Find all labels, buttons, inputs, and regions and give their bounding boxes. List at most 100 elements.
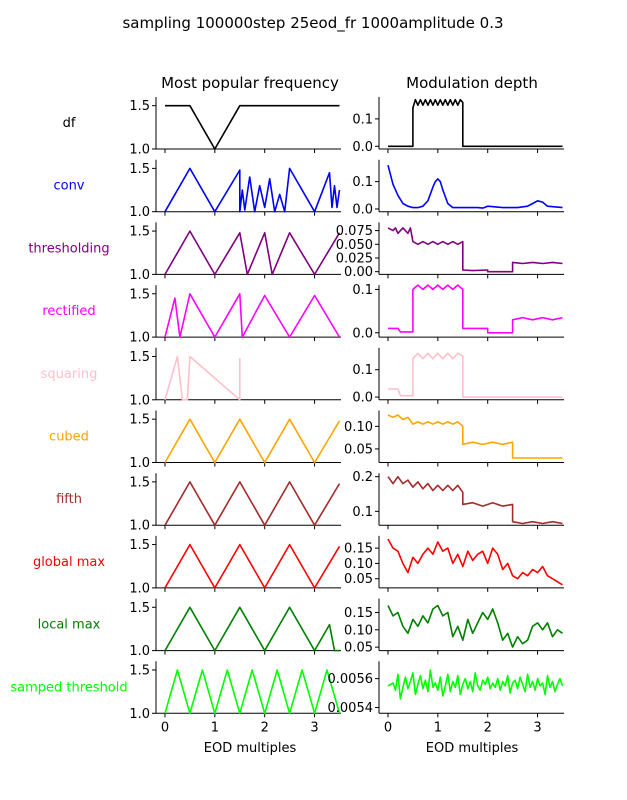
series-line	[164, 167, 341, 213]
y-tick-label: 0.2	[352, 470, 373, 485]
panel: 1.0 1.5	[129, 535, 341, 596]
x-tick-label: 1	[434, 720, 442, 735]
x-tick-label: 0	[384, 720, 392, 735]
y-tick-label: 1.5	[129, 225, 150, 240]
row-label: squaring	[41, 367, 98, 382]
panel: 0.0 0.1	[352, 159, 564, 217]
series-line	[164, 418, 341, 464]
y-tick-label: 0.05	[344, 442, 373, 457]
x-tick-label: 0	[161, 720, 169, 735]
series-line	[165, 104, 340, 150]
column-title-modulation: Modulation depth	[406, 74, 538, 92]
series-line	[387, 414, 563, 459]
y-tick-label: 1.0	[129, 268, 150, 283]
panel: 1.0 1.5 0 1 2 3	[129, 661, 341, 735]
y-tick-label: 1.0	[129, 581, 150, 596]
figure-suptitle: sampling 100000step 25eod_fr 1000amplitu…	[122, 14, 503, 33]
y-tick-label: 0.0	[352, 391, 373, 406]
panel: 0.0 0.1	[352, 283, 564, 341]
y-tick-label: 0.025	[336, 251, 373, 266]
series-line	[164, 543, 341, 589]
series-line	[387, 227, 563, 273]
y-tick-label: 1.5	[129, 413, 150, 428]
panel: 1.0 1.5	[129, 473, 341, 534]
x-tick-label: 3	[310, 720, 318, 735]
row-label: samped threshold	[10, 680, 127, 695]
y-tick-label: 0.050	[336, 238, 373, 253]
y-tick-label: 1.5	[129, 663, 150, 678]
y-tick-label: 0.00	[344, 265, 373, 280]
x-tick-label: 1	[211, 720, 219, 735]
panel: 1.0 1.5	[129, 222, 341, 283]
y-tick-label: 0.1	[352, 175, 373, 190]
y-tick-label: 0.1	[352, 283, 373, 298]
panel: 0.0 0.1	[352, 347, 564, 406]
y-tick-label: 1.5	[129, 99, 150, 114]
x-axis-label-modulation: EOD multiples	[426, 741, 519, 756]
series-line	[388, 98, 563, 148]
y-tick-label: 0.0	[352, 202, 373, 217]
y-tick-label: 1.5	[129, 162, 150, 177]
row-label: rectified	[42, 304, 95, 319]
y-tick-label: 1.5	[129, 538, 150, 553]
x-tick-label: 2	[484, 720, 492, 735]
series-line	[164, 481, 341, 527]
row-label: conv	[53, 179, 84, 194]
subplot-grid: df 1.0 1.5 0.0 0.1 conv 1.0 1.5 0.0 0.1 thresholdi…	[10, 97, 564, 735]
y-tick-label: 0.10	[344, 420, 373, 435]
row-label: global max	[33, 555, 105, 570]
panel: 1.0 1.5	[129, 97, 341, 158]
series-line	[164, 606, 340, 652]
series-line	[164, 669, 341, 715]
y-tick-label: 1.0	[129, 707, 150, 722]
row-label: fifth	[56, 492, 82, 507]
y-tick-label: 1.5	[129, 475, 150, 490]
y-tick-label: 1.0	[129, 143, 150, 158]
y-tick-label: 0.05	[344, 572, 373, 587]
series-line	[164, 292, 341, 338]
y-tick-label: 1.0	[129, 393, 150, 408]
y-tick-label: 0.0054	[328, 701, 374, 716]
series-line	[387, 475, 563, 525]
y-tick-label: 1.5	[129, 350, 150, 365]
y-tick-label: 0.10	[344, 623, 373, 638]
panel: 0.0 0.1	[352, 97, 564, 155]
row-label: df	[63, 116, 76, 131]
panel: 1.0 1.5	[129, 347, 341, 408]
series-line	[388, 352, 563, 398]
y-tick-label: 1.0	[129, 644, 150, 659]
y-tick-label: 0.0	[352, 140, 373, 155]
panel: 1.0 1.5	[129, 410, 341, 471]
panel: 0.1 0.2	[352, 470, 564, 530]
panel: 1.0 1.5	[129, 598, 341, 659]
y-tick-label: 1.0	[129, 331, 150, 346]
y-tick-label: 0.1	[352, 112, 373, 127]
y-tick-label: 1.0	[129, 519, 150, 534]
panel: 1.0 1.5	[129, 285, 341, 346]
series-line	[387, 538, 563, 586]
column-title-frequency: Most popular frequency	[161, 74, 339, 92]
row-label: local max	[38, 618, 101, 633]
y-tick-label: 0.075	[336, 224, 373, 239]
x-tick-label: 2	[261, 720, 269, 735]
y-tick-label: 0.15	[344, 606, 373, 621]
row-label: thresholding	[28, 241, 109, 256]
series-line	[164, 355, 241, 401]
panel: 0.050.100.15	[344, 535, 564, 592]
series-line	[387, 164, 563, 209]
y-tick-label: 0.05	[344, 641, 373, 656]
y-tick-label: 0.0	[352, 326, 373, 341]
y-tick-label: 1.5	[129, 287, 150, 302]
series-line	[387, 669, 564, 700]
y-tick-label: 0.10	[344, 557, 373, 572]
x-tick-label: 3	[533, 720, 541, 735]
y-tick-label: 0.0056	[328, 672, 374, 687]
panel: 0.0054 0.0056 0 1 2 3	[328, 661, 564, 735]
row-label: cubed	[49, 430, 89, 445]
x-axis-label-frequency: EOD multiples	[204, 741, 297, 756]
panel: 0.05 0.10	[344, 410, 564, 467]
series-line	[387, 604, 563, 648]
panel: 0.05 0.10 0.15	[344, 598, 564, 656]
